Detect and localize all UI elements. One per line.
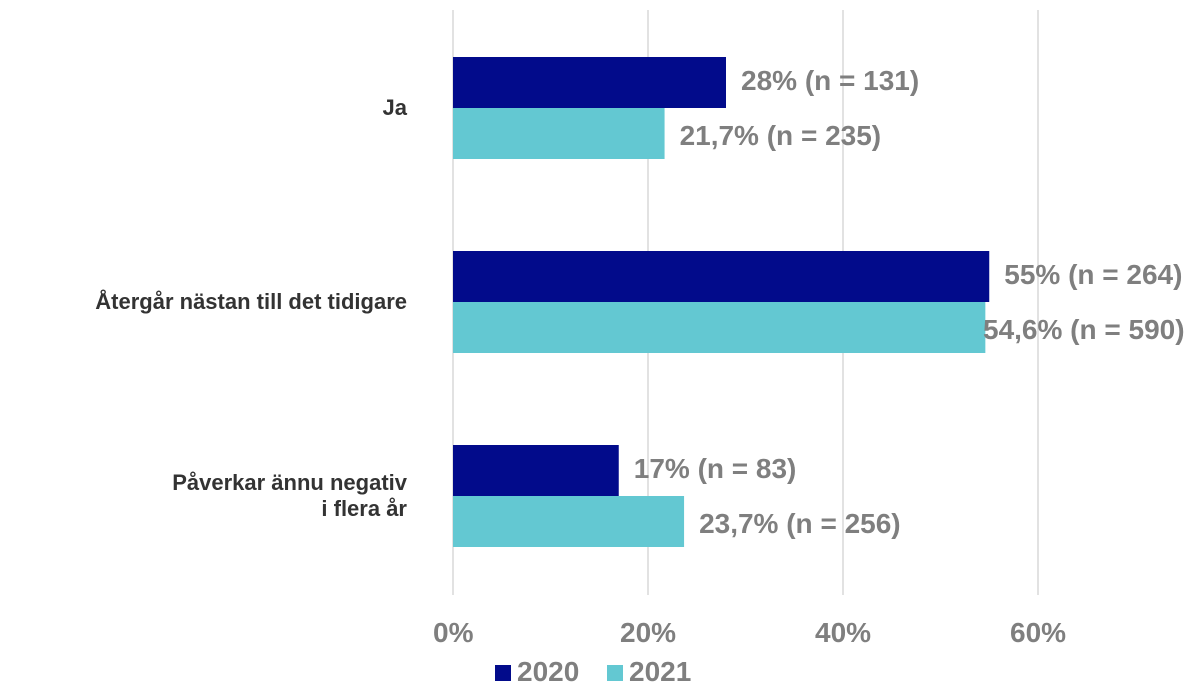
value-label: 54,6% (n = 590) <box>983 313 1185 345</box>
legend-swatch <box>495 665 511 681</box>
bar <box>453 445 619 496</box>
legend-label: 2020 <box>517 656 580 687</box>
bar <box>453 57 726 108</box>
bar <box>453 496 685 547</box>
bar <box>453 302 986 353</box>
x-tick-label: 0% <box>433 617 474 648</box>
category-label: Återgår nästan till det tidigare <box>95 289 407 314</box>
x-tick-label: 40% <box>815 617 872 648</box>
category-label: Ja <box>382 95 407 120</box>
category-label: Påverkar ännu negativ i flera år <box>172 469 407 521</box>
value-label: 23,7% (n = 256) <box>699 507 901 539</box>
x-tick-label: 20% <box>620 617 677 648</box>
value-label: 17% (n = 83) <box>633 452 797 484</box>
value-label: 28% (n = 131) <box>741 64 920 96</box>
legend-label: 2021 <box>629 656 692 687</box>
x-tick-label: 60% <box>1010 617 1067 648</box>
value-label: 21,7% (n = 235) <box>679 119 882 151</box>
bar <box>453 251 990 302</box>
value-label: 55% (n = 264) <box>1004 258 1183 290</box>
bar <box>453 108 665 159</box>
legend-swatch <box>607 665 623 681</box>
